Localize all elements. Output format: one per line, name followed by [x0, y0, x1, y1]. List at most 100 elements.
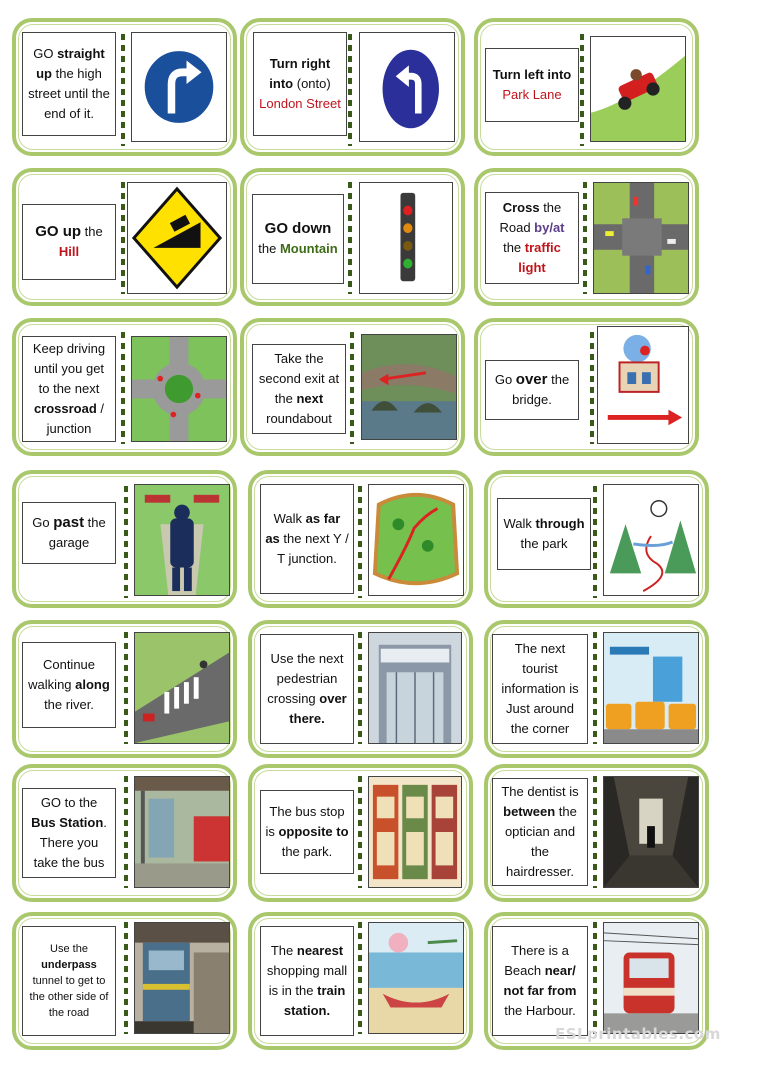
text-segment: The next tourist information is Just aro… [501, 641, 579, 736]
text-segment: the park. [281, 844, 333, 859]
house-arrow-image [597, 326, 689, 444]
card-instruction-text: Keep driving until you get to the next c… [22, 336, 116, 442]
card-divider-line [583, 182, 587, 294]
card-divider-line [358, 922, 362, 1034]
turn-right-sign-image [131, 32, 227, 142]
bus-station-poster-image [603, 632, 699, 744]
text-segment: the Road [499, 200, 562, 235]
text-segment: Take the second exit at the [258, 351, 340, 406]
stone-bridge-image [361, 334, 457, 440]
text-segment: Cross [502, 200, 540, 215]
card-instruction-text: GO to the Bus Station. There you take th… [22, 788, 116, 878]
card-instruction-text: The bus stop is opposite to the park. [260, 790, 354, 874]
card-instruction-text: Use the underpass tunnel to get to the o… [22, 926, 116, 1036]
card-instruction-text: The nearest shopping mall is in the trai… [260, 926, 354, 1036]
card-divider-line [350, 332, 354, 444]
card-divider-line [121, 34, 125, 146]
card-divider-line [348, 182, 352, 294]
card-instruction-text: GO straight up the high street until the… [22, 32, 116, 136]
text-segment: straight up [36, 46, 105, 81]
card-divider-line [358, 486, 362, 598]
text-segment: underpass [41, 959, 97, 971]
text-segment: . There you take the bus [33, 815, 107, 870]
text-segment: over there. [289, 691, 347, 726]
text-segment: the bridge. [512, 372, 570, 407]
text-segment: the next Y / T junction. [277, 531, 349, 566]
bus-stop-shelter-image [134, 776, 230, 888]
text-segment: Turn right into [269, 56, 331, 91]
card-divider-line [121, 182, 125, 294]
tourist-info-building-image [368, 632, 462, 744]
text-segment: Walk [273, 511, 306, 526]
underpass-tunnel-image [603, 776, 699, 888]
card-divider-line [124, 776, 128, 888]
card-instruction-text: Use the next pedestrian crossing over th… [260, 634, 354, 744]
watermark: ESLprintables.com [555, 1025, 721, 1043]
text-segment: (onto) [293, 76, 331, 91]
text-segment: past [53, 514, 85, 531]
text-segment: through [535, 516, 585, 531]
card-divider-line [124, 486, 128, 598]
text-segment: the Harbour. [504, 1003, 576, 1018]
text-segment: There is a Beach [504, 943, 569, 978]
train-platform-image [134, 922, 230, 1034]
text-segment: Use the next pedestrian crossing [267, 651, 344, 706]
text-segment: GO to the [40, 795, 98, 810]
card-divider-line [593, 776, 597, 888]
card-divider-line [124, 922, 128, 1034]
card-instruction-text: Go over the bridge. [485, 360, 579, 420]
text-segment: GO down [264, 220, 332, 237]
text-segment: Go [32, 515, 54, 530]
card-divider-line [348, 34, 352, 146]
man-at-junction-image [134, 484, 230, 596]
text-segment: Keep driving until you get to the next [32, 341, 106, 396]
hill-climb-car-image [590, 36, 686, 142]
text-segment: near/ not far from [503, 963, 577, 998]
card-divider-line [593, 632, 597, 744]
card-instruction-text: GO down the Mountain [252, 194, 344, 284]
text-segment: Go [494, 372, 516, 387]
text-segment: The bus stop is [265, 804, 345, 839]
text-segment: Park Lane [502, 87, 562, 102]
text-segment: tunnel to get to the other side of the r… [29, 975, 109, 1019]
card-divider-line [358, 776, 362, 888]
text-segment: The [270, 943, 297, 958]
card-divider-line [124, 632, 128, 744]
text-segment: the park [520, 536, 568, 551]
beach-boat-painting-image [368, 922, 464, 1034]
text-segment: Use the [50, 943, 88, 955]
card-instruction-text: The dentist is between the optician and … [492, 778, 588, 886]
card-instruction-text: Turn right into (onto) London Street [253, 32, 347, 136]
text-segment: Hill [58, 244, 80, 259]
text-segment: traffic light [518, 240, 561, 275]
text-segment: the garage [48, 515, 106, 550]
card-instruction-text: Cross the Road by/at the traffic light [485, 192, 579, 284]
text-segment: shopping mall is in the [266, 963, 348, 998]
card-instruction-text: GO up the Hill [22, 204, 116, 280]
text-segment: next [296, 391, 324, 406]
card-instruction-text: Go past the garage [22, 502, 116, 564]
text-segment: train station. [283, 983, 346, 1018]
text-segment: Turn left into [492, 67, 572, 82]
card-instruction-text: Continue walking along the river. [22, 642, 116, 728]
text-segment: between [503, 804, 556, 819]
crossroad-aerial-image [593, 182, 689, 294]
text-segment: GO up [35, 223, 82, 240]
text-segment: Bus Station [31, 815, 104, 830]
park-path-map-image [368, 484, 464, 596]
text-segment: nearest [296, 943, 344, 958]
text-segment: as far as [265, 511, 341, 546]
text-segment: London Street [259, 96, 341, 111]
turn-left-sign-image [359, 32, 455, 142]
text-segment: the [81, 224, 103, 239]
text-segment: Continue walking [28, 657, 96, 692]
red-tram-image [603, 922, 699, 1034]
text-segment: the optician and the hairdresser. [504, 804, 577, 879]
text-segment: the [503, 240, 525, 255]
text-segment: GO [33, 46, 58, 61]
text-segment: over [515, 371, 548, 388]
text-segment: The dentist is [501, 784, 579, 799]
card-divider-line [580, 34, 584, 146]
card-instruction-text: Turn left into Park Lane [485, 48, 579, 122]
text-segment: by/at [534, 220, 565, 235]
